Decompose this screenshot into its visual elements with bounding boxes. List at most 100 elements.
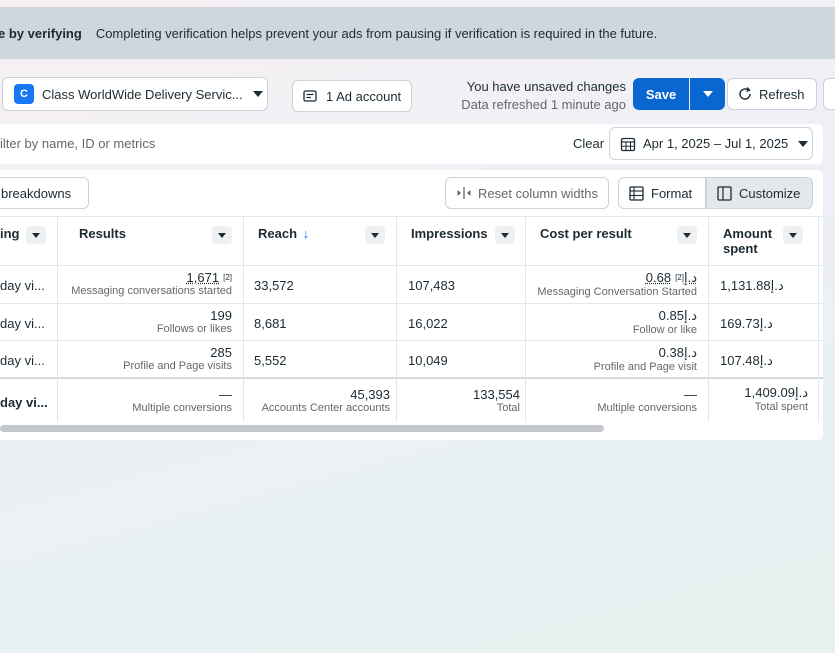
- totals-cpr-type: Multiple conversions: [597, 402, 697, 414]
- column-divider: [57, 216, 58, 422]
- results-value: 199: [210, 308, 232, 323]
- column-header-name[interactable]: ing: [0, 226, 20, 241]
- impressions-cell: 10,049: [408, 353, 448, 368]
- account-name: Class WorldWide Delivery Servic...: [42, 86, 243, 102]
- unsaved-text: You have unsaved changes: [466, 79, 626, 94]
- row-divider: [0, 340, 823, 341]
- refresh-button[interactable]: Refresh: [727, 78, 817, 110]
- reach-label: Reach: [258, 226, 298, 241]
- row-name[interactable]: day vi...: [0, 316, 45, 331]
- column-menu-button[interactable]: [26, 226, 46, 244]
- cpr-type: Follow or like: [632, 324, 697, 336]
- cost-per-result-cell: 0.38د.إ Profile and Page visit: [530, 345, 697, 373]
- column-divider: [243, 216, 244, 422]
- verification-banner: e by verifying Completing verification h…: [0, 7, 835, 59]
- row-name[interactable]: day vi...: [0, 278, 45, 293]
- save-options-button[interactable]: [690, 78, 725, 110]
- column-menu-button[interactable]: [212, 226, 232, 244]
- chevron-down-icon: [683, 232, 691, 238]
- reach-cell: 8,681: [254, 316, 287, 331]
- horizontal-scrollbar[interactable]: [0, 425, 604, 432]
- reach-cell: 5,552: [254, 353, 287, 368]
- totals-cost-per-result: — Multiple conversions: [530, 387, 697, 414]
- format-icon: [629, 185, 644, 201]
- results-value: 285: [210, 345, 232, 360]
- header-top-divider: [0, 216, 823, 217]
- banner-title: e by verifying: [0, 25, 82, 41]
- results-type: Follows or likes: [156, 323, 232, 335]
- reset-label: Reset column widths: [478, 185, 598, 201]
- cpr-value: 0.85د.إ: [658, 308, 697, 323]
- totals-results-value: —: [219, 387, 232, 402]
- column-resize-icon: [457, 187, 471, 199]
- results-type: Messaging conversations started: [71, 285, 232, 297]
- totals-impressions-value: 133,554: [473, 387, 520, 402]
- totals-cpr-value: —: [684, 387, 697, 402]
- results-cell: 199 Follows or likes: [60, 308, 232, 335]
- save-status: You have unsaved changes Data refreshed …: [461, 78, 626, 114]
- chevron-down-icon: [218, 232, 226, 238]
- column-header-reach[interactable]: Reach ↓: [258, 226, 309, 241]
- amount-spent-cell: 169.73د.إ: [720, 316, 773, 331]
- column-header-cost-per-result[interactable]: Cost per result: [540, 226, 632, 241]
- totals-amount-type: Total spent: [754, 401, 808, 413]
- more-button[interactable]: [823, 78, 835, 110]
- ad-account-button[interactable]: 1 Ad account: [292, 80, 412, 112]
- ad-account-icon: [303, 90, 317, 102]
- row-divider: [0, 303, 823, 304]
- totals-amount-spent: 1,409.09د.إ Total spent: [712, 385, 808, 413]
- account-selector[interactable]: C Class WorldWide Delivery Servic...: [2, 77, 268, 111]
- breakdowns-label: breakdowns: [1, 185, 72, 201]
- customize-button[interactable]: Customize: [706, 177, 813, 209]
- column-divider: [708, 216, 709, 422]
- chevron-down-icon: [371, 232, 379, 238]
- results-type: Profile and Page visits: [123, 360, 232, 372]
- format-button[interactable]: Format: [618, 177, 706, 209]
- amount-label-line1: Amount: [723, 226, 773, 241]
- impressions-cell: 16,022: [408, 316, 448, 331]
- row-name[interactable]: day vi...: [0, 353, 45, 368]
- reset-column-widths-button[interactable]: Reset column widths: [445, 177, 609, 209]
- column-menu-button[interactable]: [495, 226, 515, 244]
- results-cell: 1,671 [2] Messaging conversations started: [60, 270, 232, 297]
- filter-input[interactable]: ilter by name, ID or metrics: [0, 136, 156, 151]
- totals-reach-type: Accounts Center accounts: [261, 402, 390, 414]
- chevron-down-icon: [798, 140, 809, 147]
- clear-button[interactable]: Clear: [573, 136, 605, 151]
- cpr-type: Profile and Page visit: [593, 361, 697, 373]
- cost-per-result-cell: 0.68د.إ[2] Messaging Conversation Starte…: [530, 270, 697, 298]
- chevron-down-icon: [501, 232, 509, 238]
- chevron-down-icon: [252, 91, 263, 97]
- cpr-value: 0.68د.إ: [645, 270, 697, 285]
- breakdowns-button[interactable]: breakdowns: [0, 177, 89, 209]
- column-header-amount-spent[interactable]: Amount spent: [723, 226, 772, 256]
- cost-per-result-cell: 0.85د.إ Follow or like: [530, 308, 697, 336]
- amount-label-line2: spent: [723, 241, 758, 256]
- cpr-type: Messaging Conversation Started: [537, 286, 697, 298]
- table-panel: [0, 170, 823, 440]
- column-menu-button[interactable]: [677, 226, 697, 244]
- column-header-results[interactable]: Results: [79, 226, 126, 241]
- results-value: 1,671: [186, 270, 220, 285]
- calendar-icon: [620, 137, 636, 151]
- column-header-impressions[interactable]: Impressions: [411, 226, 488, 241]
- column-menu-button[interactable]: [783, 226, 803, 244]
- totals-reach-value: 45,393: [350, 387, 390, 402]
- save-button[interactable]: Save: [633, 78, 689, 110]
- refresh-label: Refresh: [759, 86, 805, 102]
- footnote-marker: [2]: [223, 273, 232, 282]
- customize-label: Customize: [739, 185, 801, 201]
- columns-icon: [717, 185, 732, 201]
- column-menu-button[interactable]: [365, 226, 385, 244]
- format-label: Format: [651, 185, 693, 201]
- amount-spent-cell: 107.48د.إ: [720, 353, 773, 368]
- date-range-picker[interactable]: Apr 1, 2025 – Jul 1, 2025: [609, 127, 813, 160]
- amount-spent-cell: 1,131.88د.إ: [720, 278, 784, 293]
- sort-descending-icon: ↓: [302, 226, 310, 241]
- totals-reach: 45,393 Accounts Center accounts: [246, 387, 390, 414]
- totals-divider: [0, 377, 823, 379]
- footnote-marker: [2]: [675, 273, 684, 282]
- chevron-down-icon: [789, 232, 797, 238]
- chevron-down-icon: [32, 232, 40, 238]
- column-divider: [525, 216, 526, 422]
